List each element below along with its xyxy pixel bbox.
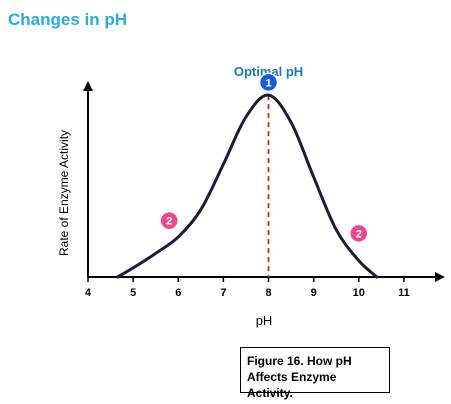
x-tick-label: 6 (175, 287, 181, 299)
optimal-ph-label: Optimal pH (234, 64, 303, 79)
x-ticks: 4 5 6 7 8 9 10 11 (85, 277, 410, 299)
x-tick-label: 9 (311, 287, 317, 299)
page-title: Changes in pH (8, 10, 128, 29)
caption-line-1: Figure 16. How pH (247, 354, 352, 368)
marker-1-badge: 1 (258, 72, 279, 93)
series-line-enzyme-activity (115, 93, 379, 279)
annotations: Optimal pH1 2 2 (159, 64, 369, 244)
marker-number: 2 (356, 228, 362, 240)
caption-line-2: Affects Enzyme Activity. (247, 370, 337, 400)
marker-2-badge: 2 (349, 223, 369, 244)
marker-number: 1 (265, 77, 271, 89)
x-axis-label: pH (256, 313, 273, 328)
y-axis-label: Rate of Enzyme Activity (57, 130, 71, 256)
x-tick-label: 11 (398, 287, 410, 299)
marker-circle (159, 210, 179, 231)
marker-circle (258, 72, 279, 93)
marker-2-badge: 2 (159, 210, 179, 231)
x-tick-label: 4 (85, 287, 92, 299)
figure-caption: Figure 16. How pH Affects Enzyme Activit… (240, 347, 390, 400)
x-tick-label: 10 (353, 287, 365, 299)
marker-number: 2 (166, 216, 172, 228)
x-tick-label: 8 (265, 287, 271, 299)
x-tick-label: 7 (220, 287, 226, 299)
marker-circle (349, 223, 369, 244)
x-tick-label: 5 (130, 287, 136, 299)
